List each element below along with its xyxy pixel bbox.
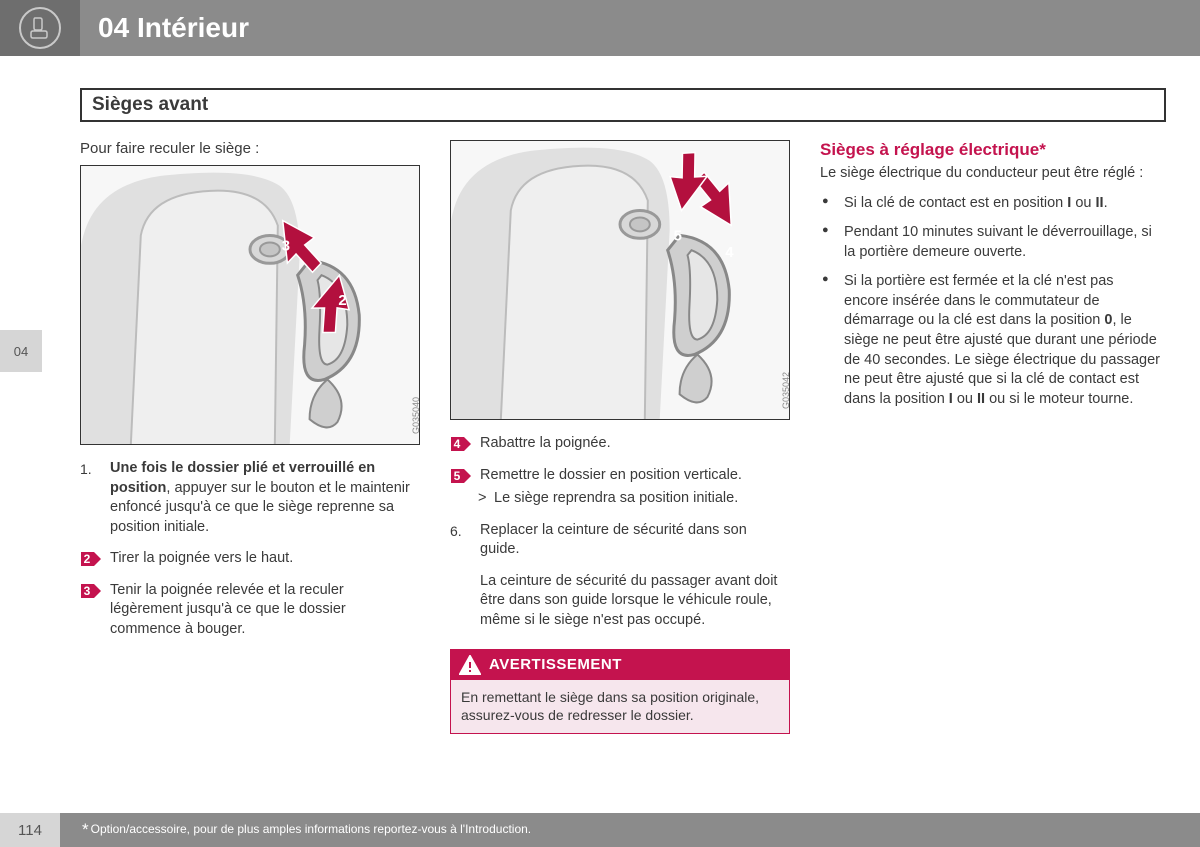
column-1: Pour faire reculer le siège : 2	[80, 140, 420, 734]
step-item: 5Remettre le dossier en position vertica…	[480, 466, 790, 509]
col2-steps: 4Rabattre la poignée.5Remettre le dossie…	[450, 434, 790, 560]
col3-heading: Sièges à réglage électrique*	[820, 140, 1160, 160]
step-number: 1.	[80, 460, 92, 479]
step-item: 3Tenir la poignée relevée et la reculer …	[110, 581, 420, 640]
chapter-header: 04 Intérieur	[0, 0, 1200, 56]
figure-2: 4 5 G035042	[450, 140, 790, 420]
step-text: Rabattre la poignée.	[480, 435, 611, 451]
bullet-item: Pendant 10 minutes suivant le déverrouil…	[844, 223, 1160, 262]
step-marker-icon: 4	[450, 436, 472, 459]
svg-text:2: 2	[338, 293, 346, 309]
content-area: Pour faire reculer le siège : 2	[80, 140, 1180, 734]
chapter-title: 04 Intérieur	[98, 12, 249, 44]
svg-text:3: 3	[282, 238, 290, 254]
col2-note: La ceinture de sécurité du passager avan…	[450, 572, 790, 631]
svg-text:2: 2	[84, 552, 91, 566]
step-marker-icon: 2	[80, 551, 102, 574]
svg-text:3: 3	[84, 584, 91, 598]
svg-text:5: 5	[674, 228, 682, 244]
warning-body: En remettant le siège dans sa position o…	[451, 680, 789, 734]
column-2: 4 5 G035042 4Rabattre la poignée.5Remett…	[450, 140, 790, 734]
figure-1-ref: G035040	[411, 397, 420, 434]
section-subtitle: Sièges avant	[80, 88, 1166, 122]
warning-title: AVERTISSEMENT	[489, 656, 622, 673]
step-marker-icon: 5	[450, 468, 472, 491]
step-text: Tirer la poignée vers le haut.	[110, 550, 293, 566]
col1-intro: Pour faire reculer le siège :	[80, 140, 420, 157]
col3-bullets: Si la clé de contact est en position I o…	[820, 194, 1160, 410]
step-marker-icon: 3	[80, 583, 102, 606]
side-chapter-tab: 04	[0, 330, 42, 372]
footnote-star-icon: *	[82, 820, 89, 839]
figure-2-ref: G035042	[781, 372, 790, 409]
column-3: Sièges à réglage électrique* Le siège él…	[820, 140, 1160, 734]
step-text: Remettre le dossier en position vertical…	[480, 467, 742, 483]
figure-1: 2 3 G035040	[80, 165, 420, 445]
page-footer: 114 *Option/accessoire, pour de plus amp…	[0, 813, 1200, 847]
step-result: Le siège reprendra sa position initiale.	[480, 489, 790, 509]
step-item: 4Rabattre la poignée.	[480, 434, 790, 454]
bullet-item: Si la portière est fermée et la clé n'es…	[844, 272, 1160, 409]
step-item: 1.Une fois le dossier plié et verrouillé…	[110, 459, 420, 537]
warning-header: AVERTISSEMENT	[451, 650, 789, 680]
col3-intro: Le siège électrique du conducteur peut ê…	[820, 164, 1160, 184]
bullet-item: Si la clé de contact est en position I o…	[844, 194, 1160, 214]
step-text: Tenir la poignée relevée et la reculer l…	[110, 582, 346, 637]
col1-steps: 1. Une fois le dossier plié et verrouillé…	[80, 459, 420, 640]
step-text: Une fois le dossier plié et verrouillé e…	[110, 460, 410, 535]
step-number: 6.	[450, 522, 462, 541]
chapter-icon-wrap	[0, 0, 80, 56]
warning-box: AVERTISSEMENT En remettant le siège dans…	[450, 649, 790, 735]
warning-triangle-icon	[459, 655, 481, 675]
step-text: Replacer la ceinture de sécurité dans so…	[480, 522, 747, 558]
page-number: 114	[0, 813, 60, 847]
svg-text:5: 5	[454, 469, 461, 483]
svg-text:4: 4	[454, 437, 461, 451]
step-item: 6.Replacer la ceinture de sécurité dans …	[480, 521, 790, 560]
step-item: 2Tirer la poignée vers le haut.	[110, 549, 420, 569]
footer-note: *Option/accessoire, pour de plus amples …	[82, 820, 531, 840]
seat-icon	[19, 7, 61, 49]
svg-text:4: 4	[725, 245, 734, 261]
